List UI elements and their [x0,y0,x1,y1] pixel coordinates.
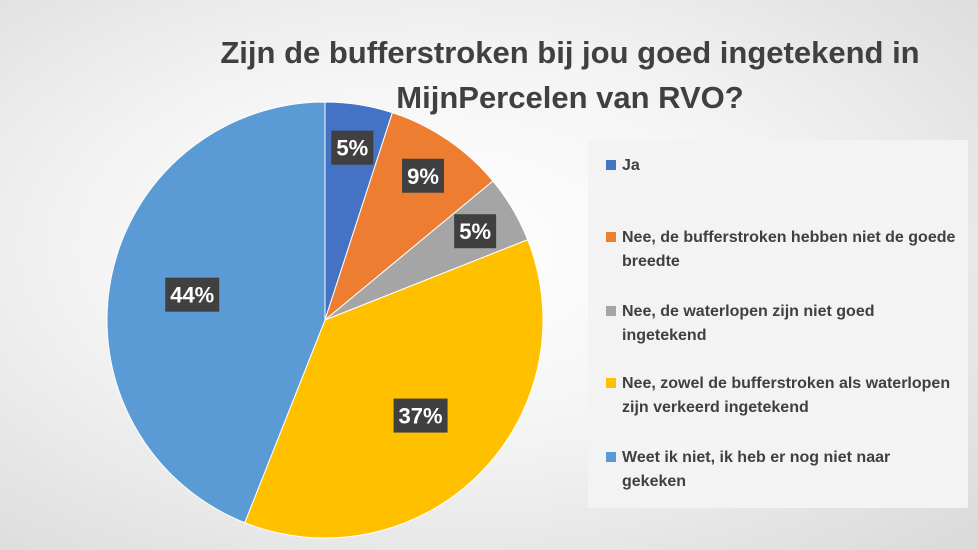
legend-label: Nee, zowel de bufferstroken als waterlop… [622,375,951,416]
legend-item: Nee, de bufferstroken hebben niet de goe… [606,226,956,274]
legend-label: Weet ik niet, ik heb er nog niet naar ge… [622,449,891,490]
legend-label: Ja [622,157,640,174]
data-label: 9% [402,158,445,193]
legend-item: Nee, de waterlopen zijn niet goed ingete… [606,300,956,348]
data-label-box [331,130,374,165]
legend-swatch [606,452,616,462]
data-label-box [393,398,448,433]
legend-label: Nee, de bufferstroken hebben niet de goe… [622,229,956,270]
chart-title: Zijn de bufferstroken bij jou goed inget… [220,35,920,115]
legend-swatch [606,232,616,242]
data-label-text: 37% [399,404,443,429]
pie-slice [106,101,326,524]
data-label-box [454,214,497,249]
pie-slice [244,239,544,539]
data-label-text: 5% [459,219,491,244]
legend-swatch [606,306,616,316]
legend-item: Weet ik niet, ik heb er nog niet naar ge… [606,446,956,494]
data-label-box [402,158,445,193]
data-label: 37% [393,398,448,433]
data-label-text: 9% [407,164,439,189]
legend-swatch [606,160,616,170]
data-label: 44% [165,277,220,312]
legend-swatch [606,378,616,388]
data-label-text: 44% [170,283,214,308]
legend: Ja Nee, de bufferstroken hebben niet de g… [588,140,968,508]
pie-slice [323,112,494,322]
legend-item: Ja [606,154,956,178]
data-label-box [165,277,220,312]
legend-item: Nee, zowel de bufferstroken als waterlop… [606,372,956,420]
data-label: 5% [331,130,374,165]
data-label: 5% [454,214,497,249]
legend-label: Nee, de waterlopen zijn niet goed ingete… [622,303,875,344]
data-label-text: 5% [336,136,368,161]
